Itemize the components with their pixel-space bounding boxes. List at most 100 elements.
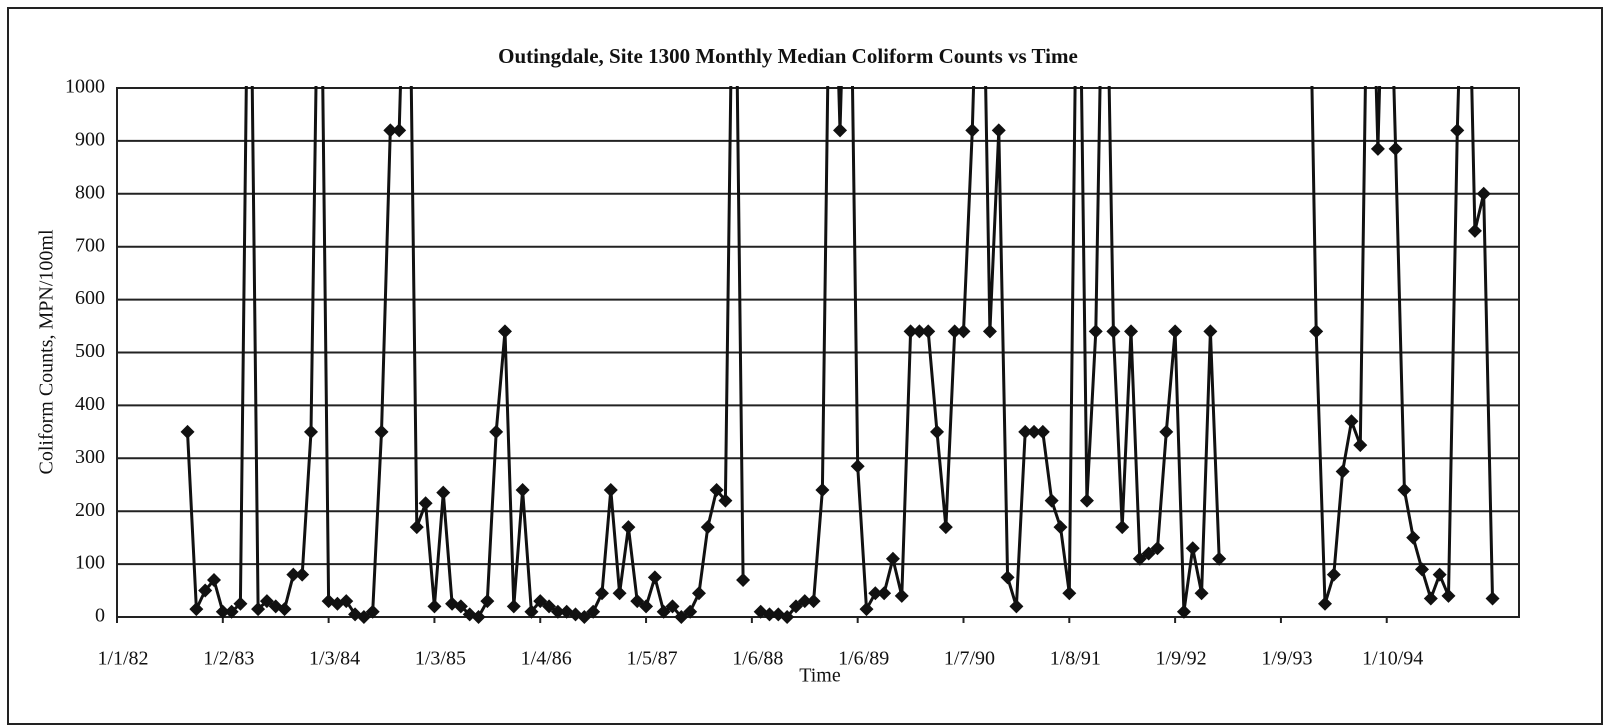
x-tick-label: 1/8/91 [1050,648,1101,670]
y-tick-label: 100 [75,552,105,574]
y-tick-label: 1000 [65,76,105,98]
data-point [356,610,371,624]
data-point [859,602,874,617]
data-point [1309,324,1324,339]
data-point [1212,551,1227,566]
data-point [639,599,654,614]
data-point [700,520,715,535]
data-point [780,610,795,624]
x-axis-label: Time [799,665,841,687]
data-point [1062,586,1077,601]
y-tick-label: 0 [95,605,105,627]
y-tick-label: 200 [75,499,105,521]
data-point [418,496,433,511]
data-point [903,324,918,339]
y-tick-label: 500 [75,340,105,362]
y-tick-label: 900 [75,128,105,150]
data-point [1115,520,1130,535]
data-point [674,610,689,624]
plot-area [116,87,1520,618]
data-point [251,602,266,617]
data-point [524,604,539,619]
data-point [506,599,521,614]
data-point [1176,604,1191,619]
data-point [665,599,680,614]
data-point [1018,424,1033,439]
data-point [965,123,980,138]
data-point [1415,562,1430,577]
data-point [991,123,1006,138]
data-point [630,594,645,609]
x-tick-label: 1/2/83 [203,648,254,670]
data-point [797,594,812,609]
data-point [1185,541,1200,556]
data-point [718,493,733,508]
data-point [815,483,830,498]
data-point [189,602,204,617]
data-point [877,586,892,601]
x-tick-label: 1/4/86 [521,648,572,670]
data-point [1388,141,1403,156]
data-point [1044,493,1059,508]
data-point [1141,546,1156,561]
data-point [233,596,248,611]
data-point [921,324,936,339]
data-point [295,567,310,582]
data-point [833,123,848,138]
data-point [1370,141,1385,156]
x-tick-label: 1/6/89 [838,648,889,670]
data-point [1441,588,1456,603]
chart-title: Outingdale, Site 1300 Monthly Median Col… [498,44,1078,68]
data-point [198,583,213,598]
x-tick-label: 1/3/85 [415,648,466,670]
data-point [1326,567,1341,582]
data-point [1335,464,1350,479]
data-point [303,424,318,439]
data-point [1476,186,1491,201]
data-point [647,570,662,585]
data-point [374,424,389,439]
data-point [586,604,601,619]
data-point [1406,530,1421,545]
data-point [594,586,609,601]
data-point [947,324,962,339]
data-point [691,586,706,601]
data-point [409,520,424,535]
data-point [453,599,468,614]
series-line [186,86,1494,619]
data-point [1168,324,1183,339]
data-point [1000,570,1015,585]
data-point [1035,424,1050,439]
data-point [542,599,557,614]
data-point [982,324,997,339]
data-point [365,604,380,619]
data-point [1027,424,1042,439]
x-tick-label: 1/5/87 [626,648,677,670]
y-tick-label: 700 [75,234,105,256]
data-point [436,485,451,500]
data-point [850,459,865,474]
data-point [206,572,221,587]
data-point [1159,424,1174,439]
data-point [656,604,671,619]
data-point [471,610,486,624]
data-point [550,604,565,619]
data-point [1203,324,1218,339]
y-tick-label: 600 [75,287,105,309]
x-tick-label: 1/7/90 [944,648,995,670]
data-point [1397,483,1412,498]
x-tick-label: 1/1/82 [97,648,148,670]
data-point [788,599,803,614]
data-point [762,607,777,622]
data-point [912,324,927,339]
y-tick-label: 300 [75,446,105,468]
data-point [956,324,971,339]
data-point [930,424,945,439]
data-point [224,604,239,619]
data-point [1353,438,1368,453]
data-point [709,483,724,498]
data-point [1318,596,1333,611]
data-point [339,594,354,609]
data-point [392,123,407,138]
y-tick-label: 400 [75,393,105,415]
